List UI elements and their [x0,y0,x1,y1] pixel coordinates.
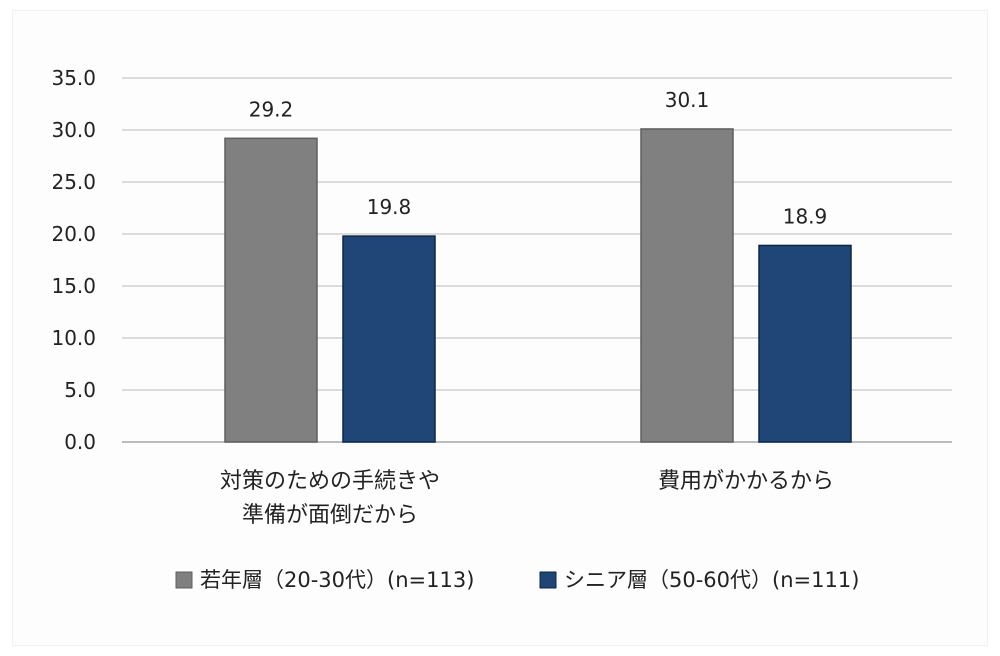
y-tick-label: 20.0 [51,222,96,246]
y-tick-label: 15.0 [51,274,96,298]
data-label: 19.8 [367,195,412,219]
y-tick-label: 5.0 [64,378,96,402]
legend-swatch [539,571,557,589]
bar [758,244,852,443]
data-labels: 29.2 19.8 30.1 18.9 [249,88,828,228]
y-axis-ticks: 0.0 5.0 10.0 15.0 20.0 25.0 30.0 35.0 [51,66,96,454]
data-label: 30.1 [665,88,710,112]
bars [224,128,852,443]
y-tick-label: 30.0 [51,118,96,142]
y-tick-label: 10.0 [51,326,96,350]
legend: 若年層（20-30代）(n=113) シニア層（50-60代）(n=111) [175,568,859,592]
y-tick-label: 0.0 [64,430,96,454]
bar [640,128,734,443]
bar [224,137,318,443]
legend-swatch [175,571,193,589]
legend-label: シニア層（50-60代）(n=111) [564,568,859,592]
category-label: 対策のための手続きや [220,469,440,494]
category-label: 準備が面倒だから [242,503,418,528]
y-tick-label: 35.0 [51,66,96,90]
y-tick-label: 25.0 [51,170,96,194]
data-label: 18.9 [783,204,828,228]
legend-label: 若年層（20-30代）(n=113) [200,568,474,592]
bar [342,235,436,443]
data-label: 29.2 [249,97,294,121]
category-label: 費用がかかるから [658,469,834,494]
